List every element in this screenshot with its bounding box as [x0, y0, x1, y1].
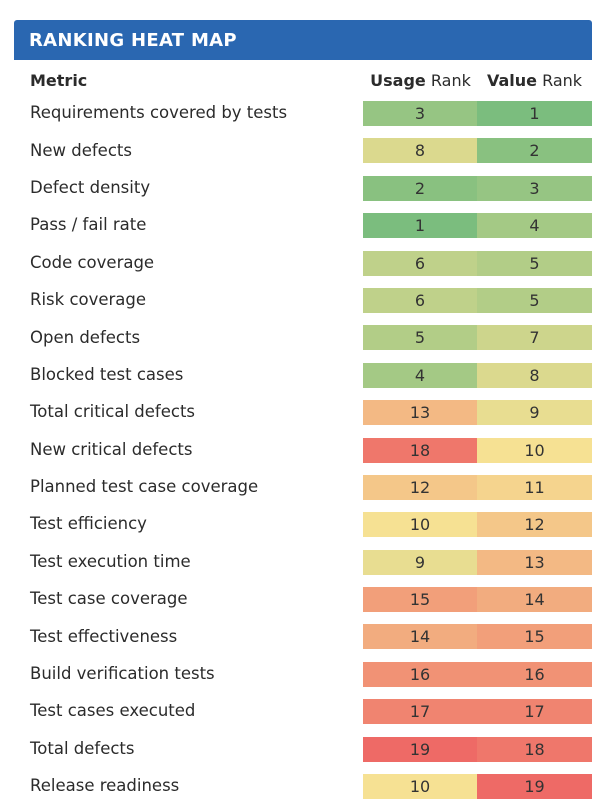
metric-label: Code coverage — [30, 252, 155, 272]
table-row: Open defects 5 7 — [14, 318, 592, 355]
metric-column-header: Metric — [30, 71, 88, 90]
table-row: Code coverage 6 5 — [14, 244, 592, 281]
usage-rank-cell: 18 — [363, 437, 477, 463]
value-rank-cell: 19 — [477, 774, 592, 800]
table-row: Requirements covered by tests 3 1 — [14, 94, 592, 131]
usage-rank-cell: 15 — [363, 587, 477, 613]
metric-label: Test case coverage — [30, 589, 188, 609]
value-rank-cell: 7 — [477, 325, 592, 351]
metric-label: Total defects — [30, 738, 135, 758]
value-rank-cell: 11 — [477, 474, 592, 500]
value-rank-cell: 16 — [477, 661, 592, 687]
metric-label: Build verification tests — [30, 664, 215, 684]
table-row: Total defects 19 18 — [14, 730, 592, 767]
metric-label: Blocked test cases — [30, 364, 184, 384]
value-rank-cell: 4 — [477, 213, 592, 239]
metric-label: Total critical defects — [30, 402, 196, 422]
usage-rank-cell: 10 — [363, 774, 477, 800]
table-row: Test effectiveness 14 15 — [14, 617, 592, 654]
value-rank-cell: 5 — [477, 287, 592, 313]
value-rank-cell: 15 — [477, 624, 592, 650]
value-rank-cell: 18 — [477, 736, 592, 762]
table-row: Build verification tests 16 16 — [14, 655, 592, 692]
usage-header-bold: Usage — [370, 71, 426, 90]
metric-label: Planned test case coverage — [30, 477, 259, 497]
usage-rank-cell: 9 — [363, 549, 477, 575]
value-rank-cell: 10 — [477, 437, 592, 463]
usage-rank-cell: 4 — [363, 362, 477, 388]
usage-rank-cell: 17 — [363, 699, 477, 725]
usage-rank-cell: 3 — [363, 101, 477, 126]
metric-label: New defects — [30, 140, 132, 160]
table-row: Test case coverage 15 14 — [14, 580, 592, 617]
value-rank-cell: 2 — [477, 138, 592, 164]
table-row: Pass / fail rate 1 4 — [14, 206, 592, 243]
value-rank-cell: 14 — [477, 587, 592, 613]
usage-header-rest: Rank — [425, 71, 471, 90]
value-header-bold: Value — [486, 71, 537, 90]
title-bar: RANKING HEAT MAP — [14, 20, 592, 60]
table-row: Defect density 2 3 — [14, 169, 592, 206]
usage-rank-cell: 10 — [363, 512, 477, 538]
metric-label: New critical defects — [30, 439, 193, 459]
value-rank-column-header: Value Rank — [477, 71, 592, 90]
usage-rank-cell: 16 — [363, 661, 477, 687]
metric-label: Requirements covered by tests — [30, 103, 288, 123]
metric-label: Test effectiveness — [30, 626, 178, 646]
table-row: New critical defects 18 10 — [14, 431, 592, 468]
metric-label: Risk coverage — [30, 290, 147, 310]
usage-rank-cell: 19 — [363, 736, 477, 762]
metric-label: Defect density — [30, 177, 151, 197]
metric-label: Pass / fail rate — [30, 215, 147, 235]
usage-rank-cell: 8 — [363, 138, 477, 164]
table-row: Release readiness 10 19 — [14, 767, 592, 804]
metric-label: Test execution time — [30, 551, 191, 571]
value-rank-cell: 12 — [477, 512, 592, 538]
usage-rank-cell: 1 — [363, 213, 477, 239]
value-rank-cell: 5 — [477, 250, 592, 276]
metric-label: Test cases executed — [30, 701, 196, 721]
value-rank-cell: 3 — [477, 175, 592, 201]
usage-rank-column-header: Usage Rank — [363, 71, 478, 90]
table-row: Blocked test cases 4 8 — [14, 356, 592, 393]
table-row: Test cases executed 17 17 — [14, 692, 592, 729]
metric-label: Open defects — [30, 327, 141, 347]
usage-rank-cell: 2 — [363, 175, 477, 201]
usage-rank-cell: 13 — [363, 400, 477, 426]
value-rank-cell: 1 — [477, 101, 592, 126]
usage-rank-cell: 5 — [363, 325, 477, 351]
heatmap-rows: Requirements covered by tests 3 1 New defec… — [14, 94, 592, 804]
usage-rank-cell: 6 — [363, 250, 477, 276]
chart-title: RANKING HEAT MAP — [29, 29, 237, 51]
value-rank-cell: 8 — [477, 362, 592, 388]
usage-rank-cell: 14 — [363, 624, 477, 650]
header-row: Metric Usage Rank Value Rank — [14, 64, 592, 98]
table-row: New defects 8 2 — [14, 131, 592, 168]
table-row: Risk coverage 6 5 — [14, 281, 592, 318]
metric-label: Test efficiency — [30, 514, 147, 534]
table-row: Planned test case coverage 12 11 — [14, 468, 592, 505]
value-header-rest: Rank — [536, 71, 583, 90]
usage-rank-cell: 12 — [363, 474, 477, 500]
metric-label: Release readiness — [30, 776, 180, 796]
table-row: Test execution time 9 13 — [14, 543, 592, 580]
table-row: Test efficiency 10 12 — [14, 505, 592, 542]
value-rank-cell: 13 — [477, 549, 592, 575]
value-rank-cell: 9 — [477, 400, 592, 426]
table-row: Total critical defects 13 9 — [14, 393, 592, 430]
usage-rank-cell: 6 — [363, 287, 477, 313]
value-rank-cell: 17 — [477, 699, 592, 725]
